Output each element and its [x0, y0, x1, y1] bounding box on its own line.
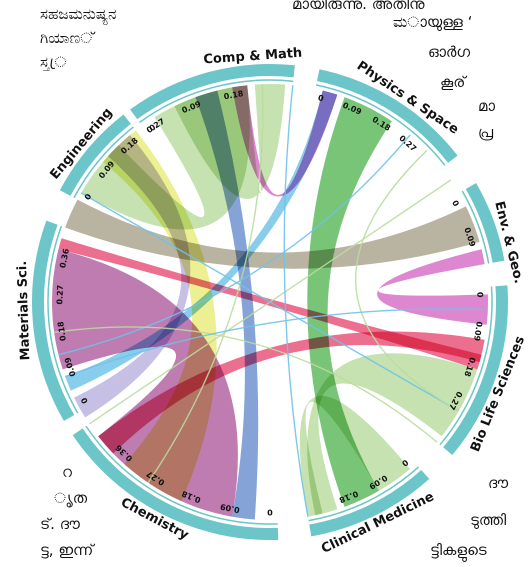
thin-ribbon-5 [283, 85, 309, 517]
segment-arc-1 [316, 69, 458, 163]
segment-arc-6 [32, 220, 75, 421]
segment-inner-arc-1 [315, 84, 446, 166]
bg-text-11: ട്ടികളുടെ [430, 541, 487, 559]
bg-text-15: മായിരുന്നു. അതിനു [292, 0, 425, 13]
tick-label: 0 [400, 458, 410, 469]
segment-label: Comp & Math [203, 46, 303, 68]
bg-text-3: ಸ್ತ്ര [40, 53, 67, 71]
bg-text-1: ಸಹಜಮನುಷ್ಯನ [40, 5, 117, 23]
tick-label: 0.27 [55, 285, 65, 305]
bg-text-9: ദൗ [488, 474, 509, 492]
thin-ribbon-4 [54, 326, 438, 443]
ribbon-bio-clinical [307, 353, 478, 516]
ribbons-layer [52, 83, 488, 520]
bg-text-10: ടുത്തി [470, 511, 507, 529]
tick-label: 0 [83, 192, 94, 202]
tick-label: 0 [450, 199, 461, 209]
bg-text-16: റ [62, 463, 72, 481]
bg-text-7: മാ [478, 97, 496, 115]
ribbon-clinical-self [299, 395, 411, 517]
bg-text-4: ಮായുള്ള ‘ [393, 13, 473, 31]
ribbon-engineering-env [65, 199, 480, 269]
tick-label: 0.09 [219, 502, 241, 515]
tick-label: 0 [79, 396, 90, 406]
segment-arc-3 [443, 285, 508, 455]
tick-label: 0.27 [145, 117, 166, 135]
tick-label: 0 [317, 93, 325, 103]
tick-label: 0 [267, 508, 273, 517]
segment-inner-arc-7 [73, 126, 134, 199]
bg-text-13: ട്. ദൗ [40, 515, 80, 533]
segment-inner-arc-5 [85, 425, 278, 525]
thin-ribbon-0 [147, 84, 264, 484]
bg-text-8: പ്ര [478, 123, 494, 141]
thin-ribbon-6 [354, 150, 460, 412]
thin-ribbon-7 [64, 308, 488, 378]
segment-inner-arc-0 [139, 79, 294, 124]
bg-text-12: ൃത [54, 489, 88, 507]
segment-arc-2 [465, 183, 505, 263]
segment-inner-arc-3 [439, 286, 493, 446]
ribbon-env-bio [377, 249, 488, 325]
ribbon-materials-bio [58, 238, 482, 370]
segment-inner-arc-6 [47, 225, 79, 414]
segment-arc-5 [72, 428, 279, 540]
tick-label: 0.18 [223, 89, 244, 101]
segment-arc-7 [59, 114, 131, 196]
tick-label: 0.09 [472, 321, 484, 342]
tick-label: 0.18 [56, 320, 68, 341]
bg-text-5: ഓർഗ [428, 43, 471, 61]
ribbon-comp-physics [232, 85, 338, 197]
segment-arcs-layer [32, 64, 508, 540]
segment-inner-arc-2 [461, 190, 490, 264]
thin-ribbon-3 [80, 192, 460, 412]
ribbon-materials-chemistry [52, 249, 238, 517]
tick-label: 0 [475, 292, 484, 298]
segment-arc-4 [309, 469, 430, 537]
segment-inner-arc-4 [308, 466, 420, 522]
bg-text-2: ಗಿಯಾಣ് [40, 29, 94, 47]
ribbon-comp-chemistry [195, 90, 259, 520]
ribbon-chemistry-bio [98, 331, 485, 454]
bg-text-6: കൂര് [440, 73, 466, 91]
tick-label: 0.36 [58, 247, 71, 269]
bg-text-14: ട്ട, ഇന്ന് [40, 541, 94, 559]
tick-label: 0.27 [397, 134, 418, 154]
thin-ribbon-1 [58, 134, 411, 356]
segment-label: Materials Sci. [15, 261, 33, 361]
segment-arc-0 [130, 64, 295, 120]
tick-label: 0 [148, 122, 158, 133]
